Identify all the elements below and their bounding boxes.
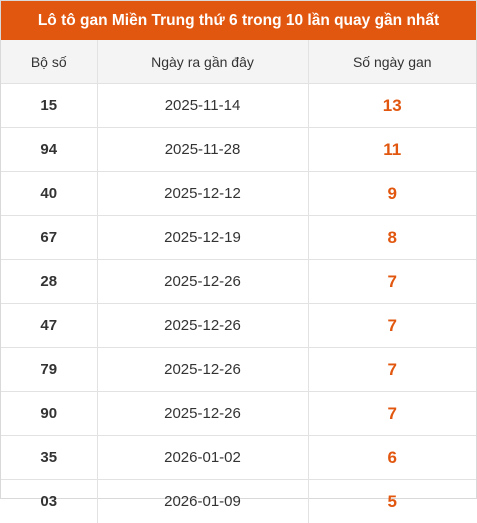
table-row: 15 2025-11-14 13 <box>1 84 476 128</box>
table-row: 94 2025-11-28 11 <box>1 128 476 172</box>
cell-gan-days: 6 <box>308 436 476 480</box>
table-header-row: Bộ số Ngày ra gần đây Số ngày gan <box>1 40 476 84</box>
cell-last-date: 2025-11-28 <box>97 128 308 172</box>
cell-last-date: 2026-01-02 <box>97 436 308 480</box>
title-bar: Lô tô gan Miền Trung thứ 6 trong 10 lần … <box>1 1 476 40</box>
cell-number: 79 <box>1 348 97 392</box>
cell-number: 28 <box>1 260 97 304</box>
cell-number: 15 <box>1 84 97 128</box>
cell-last-date: 2025-12-26 <box>97 392 308 436</box>
lo-gan-table-panel: Lô tô gan Miền Trung thứ 6 trong 10 lần … <box>0 0 477 499</box>
cell-gan-days: 7 <box>308 304 476 348</box>
table-row: 03 2026-01-09 5 <box>1 480 476 523</box>
header-gan-days: Số ngày gan <box>308 40 476 84</box>
cell-number: 94 <box>1 128 97 172</box>
lo-gan-table: Bộ số Ngày ra gần đây Số ngày gan 15 202… <box>1 40 476 523</box>
cell-last-date: 2025-12-12 <box>97 172 308 216</box>
cell-gan-days: 11 <box>308 128 476 172</box>
header-number: Bộ số <box>1 40 97 84</box>
cell-gan-days: 5 <box>308 480 476 523</box>
cell-last-date: 2025-12-26 <box>97 348 308 392</box>
cell-gan-days: 7 <box>308 348 476 392</box>
cell-number: 67 <box>1 216 97 260</box>
cell-number: 40 <box>1 172 97 216</box>
cell-number: 47 <box>1 304 97 348</box>
cell-last-date: 2025-11-14 <box>97 84 308 128</box>
table-row: 67 2025-12-19 8 <box>1 216 476 260</box>
cell-gan-days: 8 <box>308 216 476 260</box>
cell-gan-days: 9 <box>308 172 476 216</box>
cell-last-date: 2025-12-19 <box>97 216 308 260</box>
cell-number: 90 <box>1 392 97 436</box>
table-row: 35 2026-01-02 6 <box>1 436 476 480</box>
cell-gan-days: 7 <box>308 392 476 436</box>
table-row: 90 2025-12-26 7 <box>1 392 476 436</box>
table-row: 28 2025-12-26 7 <box>1 260 476 304</box>
page-title: Lô tô gan Miền Trung thứ 6 trong 10 lần … <box>38 12 439 30</box>
cell-gan-days: 7 <box>308 260 476 304</box>
cell-last-date: 2025-12-26 <box>97 260 308 304</box>
table-row: 40 2025-12-12 9 <box>1 172 476 216</box>
header-last-date: Ngày ra gần đây <box>97 40 308 84</box>
table-row: 79 2025-12-26 7 <box>1 348 476 392</box>
table-row: 47 2025-12-26 7 <box>1 304 476 348</box>
cell-number: 35 <box>1 436 97 480</box>
cell-gan-days: 13 <box>308 84 476 128</box>
cell-last-date: 2025-12-26 <box>97 304 308 348</box>
cell-last-date: 2026-01-09 <box>97 480 308 523</box>
cell-number: 03 <box>1 480 97 523</box>
